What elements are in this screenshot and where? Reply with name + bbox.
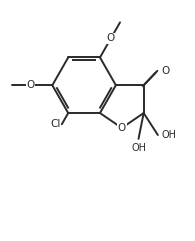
Text: OH: OH <box>162 130 177 140</box>
Text: O: O <box>118 123 126 133</box>
Text: Cl: Cl <box>51 119 61 129</box>
Text: OH: OH <box>131 143 146 153</box>
Text: O: O <box>26 80 35 90</box>
Text: O: O <box>107 33 115 43</box>
Text: O: O <box>161 66 169 76</box>
